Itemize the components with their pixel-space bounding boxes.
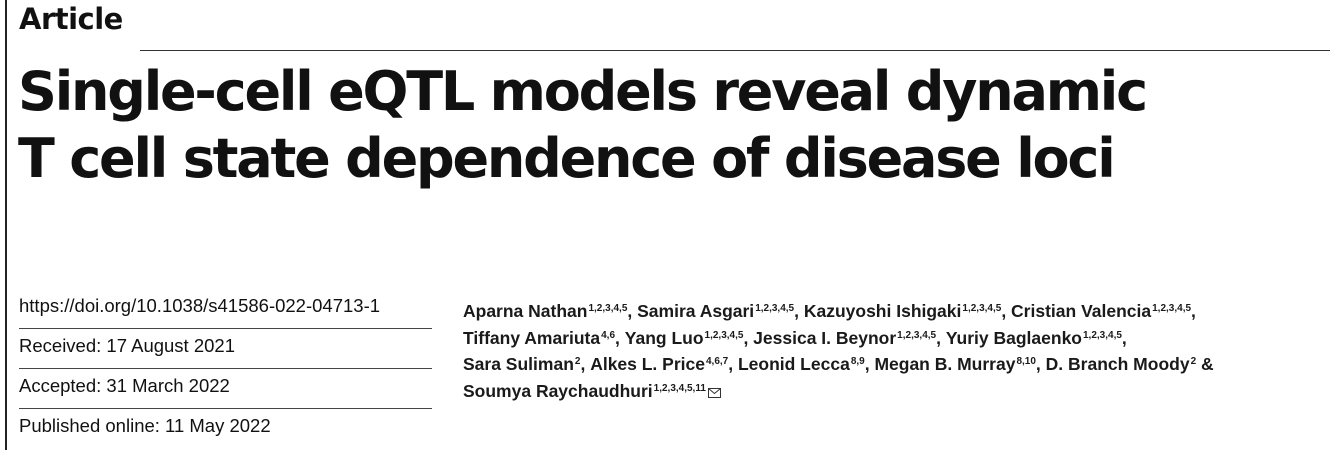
author[interactable]: D. Branch Moody2 & [1046, 354, 1214, 374]
author-list: Aparna Nathan1,2,3,4,5, Samira Asgari1,2… [463, 298, 1323, 404]
author-affiliations: 2 [574, 356, 581, 367]
author[interactable]: Megan B. Murray8,10, [874, 354, 1045, 374]
author[interactable]: Samira Asgari1,2,3,4,5, [637, 301, 804, 321]
author-separator: & [1196, 354, 1214, 374]
author-affiliations: 1,2,3,4,5 [1083, 329, 1122, 341]
author[interactable]: Yuriy Baglaenko1,2,3,4,5, [946, 328, 1127, 348]
article-type-label: Article [19, 2, 123, 36]
author-name: Soumya Raychaudhuri [463, 380, 653, 401]
author-affiliations: 4,6,7 [705, 356, 729, 367]
header-divider [140, 50, 1330, 51]
author-name: Alkes L. Price [590, 354, 705, 374]
article-metadata: https://doi.org/10.1038/s41586-022-04713… [19, 296, 432, 449]
author[interactable]: Leonid Lecca8,9, [738, 354, 874, 374]
author-affiliations: 1,2,3,4,5 [588, 303, 628, 314]
received-date: Received: 17 August 2021 [19, 329, 432, 369]
published-date: Published online: 11 May 2022 [19, 415, 271, 436]
author-separator: , [936, 327, 946, 348]
author-separator: , [794, 301, 804, 321]
author-separator: , [1035, 354, 1046, 374]
author-affiliations: 1,2,3,4,5 [755, 303, 795, 314]
author-name: Yuriy Baglaenko [945, 327, 1082, 348]
author-affiliations: 2 [1190, 356, 1197, 367]
author-name: Leonid Lecca [737, 354, 850, 374]
author-separator: , [1001, 301, 1012, 321]
author[interactable]: Yang Luo1,2,3,4,5, [625, 328, 753, 348]
author-affiliations: 1,2,3,4,5,11 [653, 382, 706, 394]
author[interactable]: Jessica I. Beynor1,2,3,4,5, [753, 328, 946, 348]
author[interactable]: Cristian Valencia1,2,3,4,5, [1011, 301, 1196, 321]
author-name: Aparna Nathan [463, 301, 588, 321]
author-separator: , [580, 354, 591, 374]
author-name: Samira Asgari [637, 301, 755, 321]
author-name: Sara Suliman [463, 354, 574, 374]
author-separator: , [743, 327, 754, 348]
author-separator: , [864, 354, 875, 374]
author-name: Tiffany Amariuta [463, 327, 601, 348]
envelope-icon[interactable] [707, 379, 721, 398]
author-separator: , [728, 354, 738, 374]
doi-link[interactable]: https://doi.org/10.1038/s41586-022-04713… [19, 296, 432, 329]
author-separator: , [1121, 327, 1127, 348]
author-affiliations: 4,6 [601, 329, 616, 341]
author-affiliations: 1,2,3,4,5 [704, 329, 744, 341]
article-title: Single-cell eQTL models reveal dynamic T… [18, 58, 1298, 192]
author[interactable]: Sara Suliman2, [463, 354, 590, 374]
author-separator: , [627, 301, 638, 321]
author[interactable]: Soumya Raychaudhuri1,2,3,4,5,11 [463, 381, 706, 401]
author[interactable]: Aparna Nathan1,2,3,4,5, [463, 301, 637, 321]
accepted-date: Accepted: 31 March 2022 [19, 369, 432, 409]
title-line-2: T cell state dependence of disease loci [18, 127, 1116, 190]
author[interactable]: Alkes L. Price4,6,7, [590, 354, 738, 374]
author-affiliations: 1,2,3,4,5 [897, 329, 937, 341]
author-name: D. Branch Moody [1045, 354, 1190, 374]
author-affiliations: 1,2,3,4,5 [1152, 303, 1192, 314]
author-affiliations: 8,9 [850, 356, 865, 367]
author[interactable]: Tiffany Amariuta4,6, [463, 328, 625, 348]
author-name: Kazuyoshi Ishigaki [803, 301, 962, 321]
author-name: Cristian Valencia [1011, 301, 1152, 321]
author-name: Jessica I. Beynor [753, 327, 897, 348]
author[interactable]: Kazuyoshi Ishigaki1,2,3,4,5, [804, 301, 1011, 321]
author-affiliations: 1,2,3,4,5 [962, 303, 1002, 314]
author-separator: , [1191, 301, 1196, 321]
author-name: Yang Luo [624, 327, 704, 348]
left-margin-rule [5, 0, 7, 450]
author-name: Megan B. Murray [874, 354, 1016, 374]
title-line-1: Single-cell eQTL models reveal dynamic [18, 60, 1148, 123]
author-affiliations: 8,10 [1016, 356, 1036, 367]
author-separator: , [615, 327, 625, 348]
